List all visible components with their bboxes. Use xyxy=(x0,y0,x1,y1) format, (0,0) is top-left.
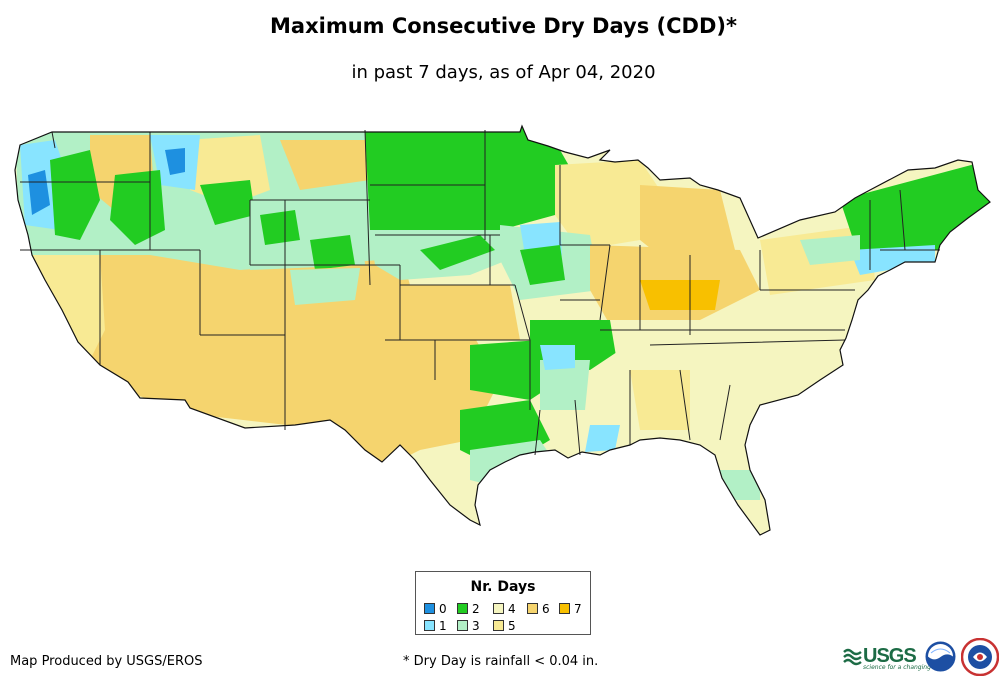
legend-label: 2 xyxy=(472,601,480,616)
legend-label: 0 xyxy=(439,601,447,616)
legend-entry: 6 xyxy=(527,601,550,616)
legend-label: 4 xyxy=(508,601,516,616)
legend-entry: 1 xyxy=(424,618,447,633)
usgs-tagline: science for a changing world xyxy=(863,664,950,671)
legend-label: 3 xyxy=(472,618,480,633)
usgs-logo: USGS science for a changing world xyxy=(843,642,949,671)
legend-label: 5 xyxy=(508,618,516,633)
footnote: * Dry Day is rainfall < 0.04 in. xyxy=(403,654,599,669)
legend-label: 7 xyxy=(574,601,582,616)
legend-entry: 7 xyxy=(559,601,582,616)
legend-label: 1 xyxy=(439,618,447,633)
noaa-logo-icon xyxy=(925,641,956,672)
legend-swatch xyxy=(559,603,570,614)
cdd-raster xyxy=(15,126,990,535)
usgs-wordmark: USGS xyxy=(863,644,917,667)
legend-entry: 5 xyxy=(493,618,516,633)
map-credit: Map Produced by USGS/EROS xyxy=(10,654,203,669)
legend-entry: 4 xyxy=(493,601,516,616)
state-boundaries xyxy=(20,129,940,456)
legend-swatch xyxy=(527,603,538,614)
usgs-wave-icon xyxy=(843,648,862,666)
map-title: Maximum Consecutive Dry Days (CDD)* xyxy=(270,14,737,38)
nws-logo-icon xyxy=(961,638,999,676)
legend-swatch xyxy=(457,620,468,631)
legend-swatch xyxy=(493,603,504,614)
legend-swatch xyxy=(424,603,435,614)
legend-entry: 3 xyxy=(457,618,480,633)
legend-entry: 0 xyxy=(424,601,447,616)
legend-label: 6 xyxy=(542,601,550,616)
map-subtitle: in past 7 days, as of Apr 04, 2020 xyxy=(351,62,656,83)
legend-title: Nr. Days xyxy=(470,579,536,595)
legend-swatch xyxy=(424,620,435,631)
legend: Nr. Days 0 1 2 3 4 5 6 7 xyxy=(415,571,591,635)
legend-swatch xyxy=(457,603,468,614)
legend-entry: 2 xyxy=(457,601,480,616)
legend-swatch xyxy=(493,620,504,631)
